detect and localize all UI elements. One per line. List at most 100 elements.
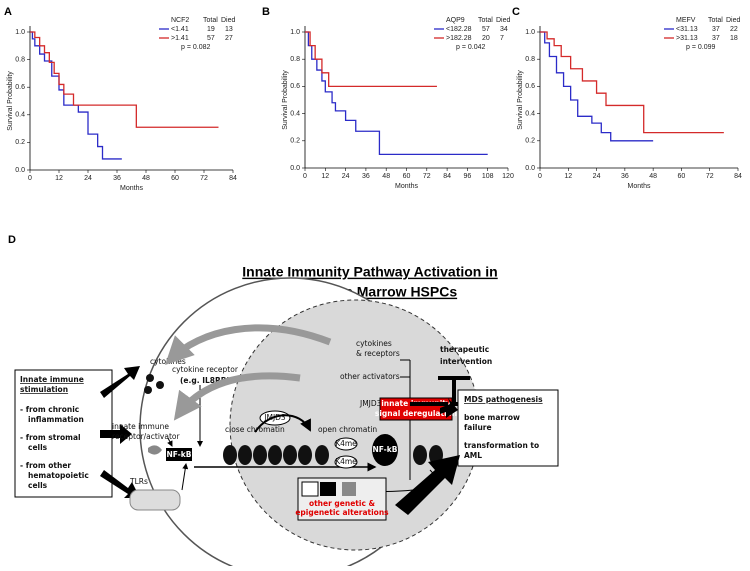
box-item: cells — [28, 481, 48, 490]
y-tick-label: 0.2 — [525, 138, 535, 145]
x-tick-label: 120 — [502, 173, 514, 180]
x-axis-label: Months — [395, 183, 418, 190]
x-tick-label: 36 — [362, 173, 370, 180]
y-tick-label: 0.8 — [290, 56, 300, 63]
arrow — [181, 463, 189, 491]
survival-curve — [540, 31, 654, 142]
nucleus-label: & receptors — [356, 349, 400, 358]
survival-curve — [30, 31, 219, 128]
nfkb-label: NF-kB — [167, 450, 192, 459]
y-tick-label: 0.0 — [15, 167, 25, 174]
y-tick-label: 0.0 — [290, 165, 300, 172]
panel-label: A — [4, 6, 12, 18]
survival-curve — [540, 31, 724, 134]
feedback-arrow — [173, 372, 301, 421]
k4me-bubble — [334, 437, 358, 451]
nucleus-label: cytokines — [356, 339, 392, 348]
x-tick-label: 0 — [28, 175, 32, 182]
survival-chart: B 0.0 0.2 0.4 0.6 0.8 1.0 0 12 24 36 48 60 72 84 96 108 1… — [262, 6, 514, 190]
y-tick-label: 0.8 — [15, 56, 25, 63]
survival-curve — [305, 31, 488, 156]
chromatin — [223, 445, 443, 465]
y-tick-label: 0.4 — [525, 110, 535, 117]
box-item: - from stromal — [20, 433, 81, 442]
x-axis-label: Months — [628, 183, 651, 190]
diagram-title: Innate Immunity Pathway Activation in — [242, 264, 497, 280]
legend-column: Total — [708, 17, 723, 24]
pathway-diagram: D Innate Immunity Pathway Activation in … — [8, 234, 559, 571]
box-item: - from chronic — [20, 405, 79, 414]
tlr-icon — [129, 489, 181, 511]
legend-title: MEFV — [676, 17, 696, 24]
p-value: p = 0.082 — [181, 44, 210, 51]
y-tick-label: 1.0 — [15, 29, 25, 36]
box-item: hematopoietic — [28, 471, 89, 480]
y-tick-label: 0.8 — [525, 56, 535, 63]
gene-block — [320, 482, 336, 496]
legend-column: Died — [496, 17, 511, 24]
x-tick-label: 48 — [142, 175, 150, 182]
arrow — [167, 437, 173, 447]
cytokine-icon — [144, 386, 152, 394]
nucleus-label: other activators — [340, 372, 400, 381]
x-tick-label: 12 — [564, 173, 572, 180]
x-tick-label: 12 — [321, 173, 329, 180]
receptor-label: receptor/activator — [112, 432, 180, 441]
survival-curve — [305, 31, 437, 88]
nfkb-box — [166, 448, 192, 461]
alterations-label: epigenetic alterations — [295, 508, 389, 517]
legend-died: 7 — [500, 35, 504, 42]
x-tick-label: 84 — [734, 173, 742, 180]
x-tick-label: 36 — [621, 173, 629, 180]
alterations-label: other genetic & — [309, 499, 376, 508]
therapeutic-label: therapeutic — [440, 345, 489, 354]
target-bracket — [400, 359, 411, 480]
legend-column: Total — [203, 17, 218, 24]
y-tick-label: 1.0 — [525, 29, 535, 36]
survival-chart: C 0.0 0.2 0.4 0.6 0.8 1.0 0 12 24 36 48 60 72 84 Months… — [512, 6, 742, 190]
therapeutic-label: intervention — [440, 357, 492, 366]
legend-total: 19 — [207, 26, 215, 33]
y-axis-label: Survival Probability — [517, 70, 524, 130]
legend-label: >31.13 — [676, 35, 698, 42]
x-tick-label: 72 — [423, 173, 431, 180]
deregulation-label: signal deregulation — [375, 409, 457, 418]
box-item: - from other — [20, 461, 71, 470]
nfkb-label: NF-kB — [373, 445, 398, 454]
remodel-arrow — [254, 414, 311, 433]
legend-total: 57 — [482, 26, 490, 33]
y-tick-label: 0.4 — [15, 112, 25, 119]
y-tick-label: 0.2 — [15, 139, 25, 146]
chromatin-label: close chromatin — [225, 425, 285, 434]
x-tick-label: 48 — [382, 173, 390, 180]
mds-item: transformation to — [464, 441, 539, 450]
k4me-label: K4me — [335, 439, 357, 448]
x-tick-label: 72 — [706, 173, 714, 180]
mds-item: AML — [464, 451, 482, 460]
x-tick-label: 108 — [482, 173, 494, 180]
y-axis-label: Survival Probability — [7, 71, 14, 131]
panel-label: B — [262, 6, 270, 18]
legend-label: <31.13 — [676, 26, 698, 33]
legend-title: NCF2 — [171, 17, 189, 24]
legend-total: 20 — [482, 35, 490, 42]
y-tick-label: 0.6 — [290, 83, 300, 90]
pathogenesis-arrow — [440, 398, 458, 418]
k4me-label: K4me — [335, 457, 357, 466]
x-tick-label: 84 — [229, 175, 237, 182]
x-tick-label: 36 — [113, 175, 121, 182]
receptor-label: innate immune — [112, 422, 169, 431]
tlrs-label: TLRs — [129, 477, 148, 486]
receptor-label: cytokine receptor — [172, 365, 239, 374]
box-heading: stimulation — [20, 385, 68, 394]
y-tick-label: 1.0 — [290, 29, 300, 36]
x-tick-label: 48 — [649, 173, 657, 180]
legend-title: AQP9 — [446, 17, 465, 24]
legend-died: 13 — [225, 26, 233, 33]
legend-column: Died — [221, 17, 236, 24]
x-tick-label: 24 — [342, 173, 350, 180]
x-tick-label: 0 — [303, 173, 307, 180]
legend-died: 34 — [500, 26, 508, 33]
